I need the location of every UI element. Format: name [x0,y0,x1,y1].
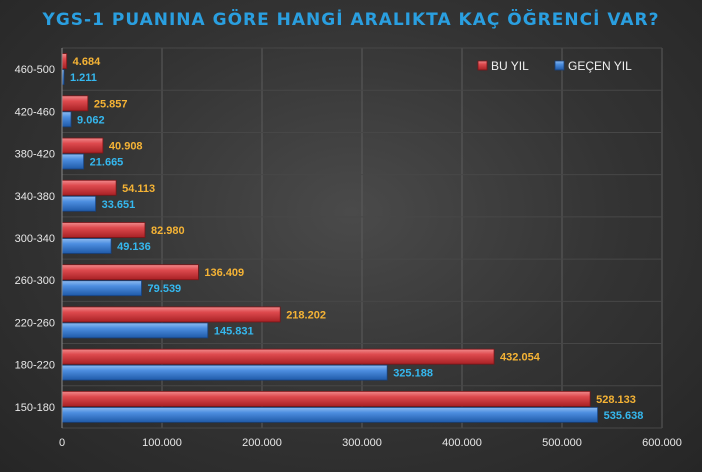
y-tick-label: 380-420 [15,149,55,161]
x-tick-label: 300.000 [342,437,382,449]
bar-bu-yil [61,264,199,281]
value-labels: 528.133 535.638 432.054 325.188 218.202 145.8… [70,56,643,422]
legend-label: BU YIL [491,59,529,73]
bars-layer [61,53,599,423]
data-label-bu-yil: 4.684 [73,56,101,68]
data-label-gecen-yil: 1.211 [70,72,97,84]
data-label-gecen-yil: 9.062 [77,114,105,126]
bar-gecen-yil [61,406,599,423]
legend: BU YIL GEÇEN YIL [477,59,632,73]
data-label-gecen-yil: 33.651 [102,199,136,211]
chart-title: YGS-1 PUANINA GÖRE HANGİ ARALIKTA KAÇ ÖĞ… [42,10,660,30]
bar-gecen-yil [61,195,97,212]
bar-gecen-yil [61,322,209,339]
bar-bu-yil [61,95,89,112]
x-tick-label: 500.000 [542,437,582,449]
bar-bu-yil [61,179,117,196]
y-tick-label: 300-340 [15,233,55,245]
bar-gecen-yil [61,238,112,254]
x-tick-label: 400.000 [442,437,482,449]
x-tick-label: 100.000 [142,437,182,449]
legend-label: GEÇEN YIL [568,59,632,73]
y-tick-label: 260-300 [15,275,55,287]
data-label-gecen-yil: 325.188 [393,368,433,380]
y-tick-label: 150-180 [15,402,55,414]
x-tick-label: 200.000 [242,437,282,449]
bar-bu-yil [61,222,146,238]
y-tick-label: 340-380 [15,191,55,203]
bar-bu-yil [61,390,591,407]
data-label-gecen-yil: 21.665 [90,157,124,169]
data-label-bu-yil: 40.908 [109,141,143,153]
bar-gecen-yil [61,111,72,128]
bar-gecen-yil [61,280,142,297]
y-tick-label: 460-500 [15,64,55,76]
bar-gecen-yil [61,153,85,170]
data-label-gecen-yil: 49.136 [117,241,151,253]
legend-swatch-bu-yil [477,60,488,71]
bar-bu-yil [61,137,104,154]
bar-bu-yil [61,348,495,365]
legend-swatch-gecen-yil [554,60,565,71]
x-tick-label: 0 [59,437,65,449]
bar-gecen-yil [61,364,388,381]
data-label-bu-yil: 136.409 [204,267,244,279]
data-label-gecen-yil: 535.638 [604,410,644,422]
grid-lines [61,47,663,429]
data-label-bu-yil: 218.202 [286,309,326,321]
bar-bu-yil [61,53,68,70]
data-label-bu-yil: 25.857 [94,98,128,110]
axes: 0 100.000 200.000 300.000 400.000 500.000 600.… [15,48,682,449]
data-label-bu-yil: 82.980 [151,225,185,237]
data-label-gecen-yil: 79.539 [148,283,182,295]
data-label-bu-yil: 432.054 [500,352,541,364]
y-tick-label: 420-460 [15,106,55,118]
y-tick-label: 180-220 [15,360,55,372]
data-label-gecen-yil: 145.831 [214,325,254,337]
data-label-bu-yil: 528.133 [596,394,636,406]
data-label-bu-yil: 54.113 [122,183,155,195]
bar-bu-yil [61,306,281,323]
y-tick-label: 220-260 [15,317,55,329]
x-tick-label: 600.000 [642,437,682,449]
